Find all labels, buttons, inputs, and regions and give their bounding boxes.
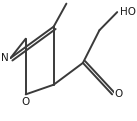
Text: HO: HO [120, 7, 136, 17]
Text: O: O [115, 89, 123, 99]
Text: O: O [22, 97, 30, 107]
Text: N: N [2, 53, 9, 63]
